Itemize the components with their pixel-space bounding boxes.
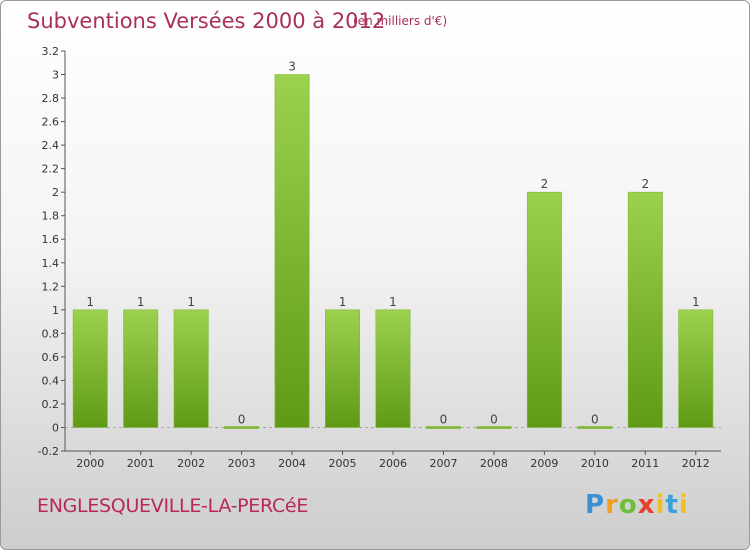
data-label-2003: 0 (238, 412, 246, 426)
y-tick-label: 2 (52, 186, 59, 199)
y-tick-label: 3.2 (42, 45, 60, 58)
bar-2001 (123, 309, 159, 428)
x-tick-label-2006: 2006 (379, 457, 407, 470)
bar-2009 (526, 191, 562, 428)
bar-2008 (476, 426, 512, 429)
y-tick-label: 2.8 (42, 92, 60, 105)
data-label-2008: 0 (490, 412, 498, 426)
bar-2012 (678, 309, 714, 428)
x-tick-label-2012: 2012 (682, 457, 710, 470)
commune-name: ENGLESQUEVILLE-LA-PERCéE (37, 495, 309, 517)
data-label-2007: 0 (440, 412, 448, 426)
bar-2000 (72, 309, 108, 428)
y-tick-label: 1.2 (42, 280, 60, 293)
y-tick-label: 2.2 (42, 163, 60, 176)
y-tick-label: 1.4 (42, 257, 60, 270)
x-tick-label-2003: 2003 (228, 457, 256, 470)
bar-2006 (375, 309, 411, 428)
chart-title: Subventions Versées 2000 à 2012 (27, 9, 386, 33)
y-tick-label: 3 (52, 69, 59, 82)
x-tick-label-2001: 2001 (127, 457, 155, 470)
data-label-2004: 3 (288, 60, 296, 74)
bar-2011 (627, 191, 663, 428)
y-tick-label: 1 (52, 304, 59, 317)
y-tick-label: 1.8 (42, 210, 60, 223)
x-tick-label-2009: 2009 (530, 457, 558, 470)
x-tick-label-2008: 2008 (480, 457, 508, 470)
unit-note: (en milliers d'€) (353, 14, 448, 28)
data-label-2011: 2 (641, 177, 649, 191)
y-tick-label: 2.4 (42, 139, 60, 152)
bar-2007 (426, 426, 461, 429)
data-label-2002: 1 (187, 295, 195, 309)
y-tick-label: -0.2 (38, 445, 59, 458)
x-tick-label-2004: 2004 (278, 457, 306, 470)
bar-2005 (325, 309, 360, 428)
x-tick-label-2005: 2005 (329, 457, 357, 470)
bar-2002 (173, 309, 209, 428)
data-label-2009: 2 (541, 177, 549, 191)
data-label-2006: 1 (389, 295, 397, 309)
y-tick-label: 0.8 (42, 327, 60, 340)
y-tick-label: 0 (52, 421, 59, 434)
y-tick-label: 0.4 (42, 374, 60, 387)
bar-2004 (274, 74, 310, 428)
bar-2010 (577, 426, 613, 429)
y-tick-label: 1.6 (42, 233, 60, 246)
x-tick-label-2002: 2002 (177, 457, 205, 470)
data-label-2005: 1 (339, 295, 347, 309)
bar-2003 (224, 426, 260, 429)
data-label-2012: 1 (692, 295, 700, 309)
y-tick-label: 2.6 (42, 116, 60, 129)
data-label-2010: 0 (591, 412, 599, 426)
x-tick-label-2010: 2010 (581, 457, 609, 470)
proxiti-logo: Proxiti (585, 490, 689, 520)
data-label-2000: 1 (86, 295, 94, 309)
x-tick-label-2007: 2007 (429, 457, 457, 470)
y-tick-label: 0.2 (42, 398, 60, 411)
x-tick-label-2011: 2011 (631, 457, 659, 470)
data-label-2001: 1 (137, 295, 145, 309)
y-tick-label: 0.6 (42, 351, 60, 364)
x-tick-label-2000: 2000 (76, 457, 104, 470)
